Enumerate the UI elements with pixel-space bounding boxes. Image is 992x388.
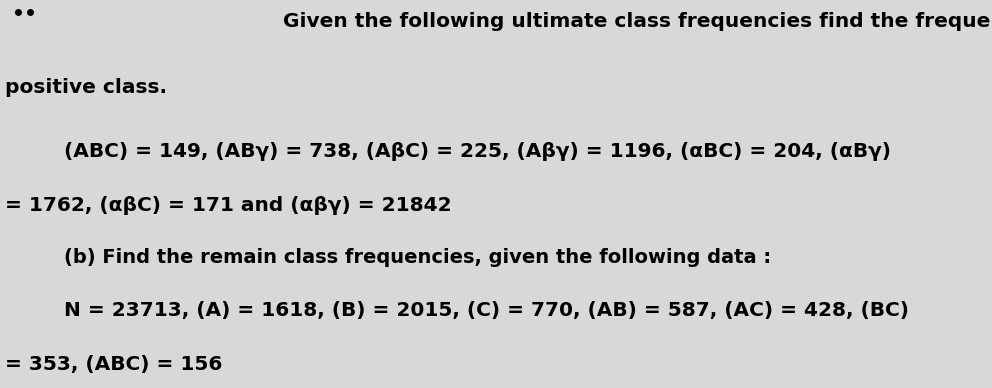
Text: = 1762, (αβC) = 171 and (αβγ) = 21842: = 1762, (αβC) = 171 and (αβγ) = 21842 (5, 196, 451, 215)
Text: = 353, (ABC) = 156: = 353, (ABC) = 156 (5, 355, 222, 374)
Text: Given the following ultimate class frequencies find the frequencies of: Given the following ultimate class frequ… (283, 12, 992, 31)
Text: positive class.: positive class. (5, 78, 167, 97)
Text: (ABC) = 149, (ABγ) = 738, (AβC) = 225, (Aβγ) = 1196, (αBC) = 204, (αBγ): (ABC) = 149, (ABγ) = 738, (AβC) = 225, (… (64, 142, 892, 161)
Text: (b) Find the remain class frequencies, given the following data :: (b) Find the remain class frequencies, g… (64, 248, 772, 267)
Text: N = 23713, (A) = 1618, (B) = 2015, (C) = 770, (AB) = 587, (AC) = 428, (BC): N = 23713, (A) = 1618, (B) = 2015, (C) =… (64, 301, 910, 320)
